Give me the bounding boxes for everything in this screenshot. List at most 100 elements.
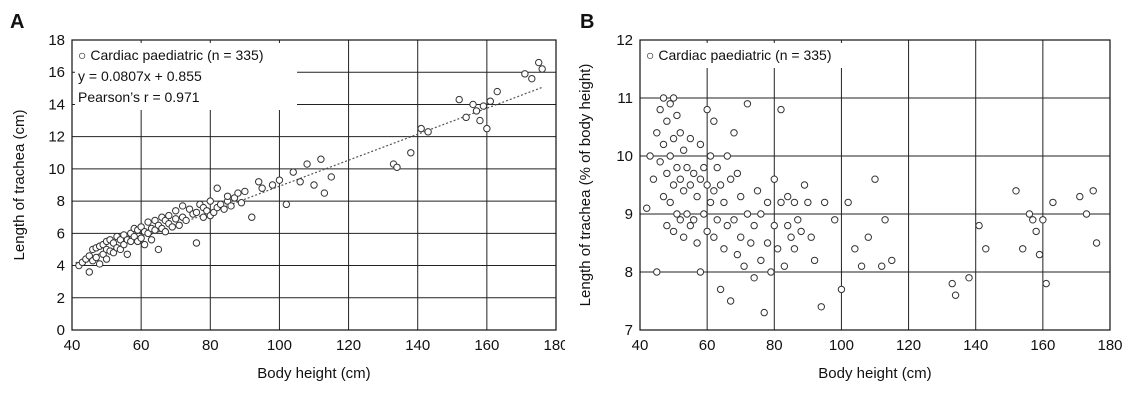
data-points — [643, 94, 1101, 317]
data-point — [737, 233, 745, 241]
data-point — [653, 268, 661, 276]
data-point — [172, 207, 180, 215]
data-point — [690, 169, 698, 178]
data-point — [975, 221, 983, 230]
data-point — [109, 239, 118, 247]
y-tick-label: 10 — [616, 148, 633, 165]
data-point — [275, 176, 284, 184]
x-tick-label: 160 — [474, 337, 499, 354]
data-point — [1025, 210, 1034, 218]
data-point — [199, 213, 208, 221]
data-point — [710, 233, 718, 241]
data-point — [710, 187, 718, 195]
data-point — [679, 233, 688, 241]
y-tick-label: 0 — [57, 322, 65, 339]
data-point — [407, 149, 415, 157]
data-point — [797, 227, 805, 236]
data-point — [102, 255, 111, 263]
data-point — [92, 253, 100, 262]
data-point — [210, 208, 218, 217]
data-point — [703, 227, 711, 236]
y-tick-label: 12 — [616, 32, 633, 49]
data-point — [784, 192, 792, 201]
data-point — [713, 216, 721, 224]
data-point — [763, 198, 772, 207]
panel-b: 40 60 80 100 120 140 160 180 7 8 9 10 11 12 Body heigh… — [568, 0, 1135, 394]
data-point — [646, 152, 654, 160]
chart-a: 40 60 80 100 120 140 160 180 0 2 4 6 8 10 12 14 16 18 Body… — [10, 11, 565, 382]
data-point — [130, 232, 138, 241]
data-point — [804, 198, 812, 207]
data-point — [817, 303, 825, 311]
data-point — [733, 250, 742, 259]
data-point — [679, 187, 688, 195]
data-point — [178, 202, 187, 210]
data-point — [713, 163, 721, 172]
data-point — [99, 250, 107, 258]
data-point — [254, 178, 263, 186]
data-point — [750, 274, 758, 282]
data-point — [320, 189, 329, 197]
data-point — [1082, 210, 1091, 218]
data-point — [1092, 239, 1101, 247]
data-point — [726, 297, 735, 305]
data-point — [144, 229, 152, 238]
x-tick-label: 100 — [267, 337, 292, 354]
data-point — [165, 211, 173, 220]
data-point — [770, 175, 778, 183]
data-point — [696, 175, 705, 183]
data-point — [417, 124, 425, 133]
data-point — [151, 216, 159, 225]
y-tick-label: 8 — [625, 264, 633, 281]
data-point — [1042, 279, 1050, 288]
data-point — [1032, 227, 1040, 236]
x-tick-label: 100 — [829, 337, 854, 354]
data-point — [686, 221, 695, 230]
data-point — [268, 181, 277, 189]
data-point — [521, 70, 529, 78]
x-tick-label: 120 — [336, 337, 361, 354]
x-tick-label: 60 — [699, 337, 716, 354]
data-point — [743, 210, 752, 218]
data-point — [289, 168, 297, 176]
data-point — [951, 291, 960, 299]
x-tick-label: 40 — [632, 337, 649, 354]
y-tick-label: 10 — [48, 161, 65, 178]
data-point — [656, 158, 664, 166]
data-point — [538, 65, 546, 73]
data-point — [1049, 198, 1057, 207]
y-tick-label: 8 — [57, 193, 65, 210]
y-tick-label: 12 — [48, 129, 65, 146]
panel-label: A — [10, 11, 24, 33]
data-point — [851, 245, 859, 253]
data-point — [864, 233, 872, 241]
data-point — [720, 245, 728, 253]
data-point — [666, 100, 674, 108]
x-tick-label: 80 — [766, 337, 783, 354]
data-point — [216, 200, 225, 209]
data-point — [693, 192, 701, 201]
trend-line — [75, 86, 543, 264]
data-point — [743, 100, 752, 108]
data-point — [424, 128, 432, 136]
data-point — [730, 129, 738, 137]
data-point — [1076, 192, 1084, 201]
data-point — [483, 124, 491, 133]
data-point — [127, 237, 135, 246]
data-point — [831, 216, 839, 224]
x-tick-label: 180 — [543, 337, 565, 354]
data-point — [147, 236, 156, 244]
data-point — [676, 216, 684, 224]
y-tick-label: 4 — [57, 258, 65, 275]
data-point — [696, 140, 705, 149]
x-tick-label: 140 — [963, 337, 988, 354]
y-axis-label: Length of trachea (% of body height) — [577, 64, 594, 307]
data-point — [469, 100, 477, 109]
data-point — [720, 198, 728, 207]
x-tick-label: 80 — [202, 337, 219, 354]
annotation-text: Pearson’s r = 0.971 — [78, 89, 200, 105]
data-point — [192, 239, 201, 247]
data-point — [676, 175, 684, 183]
data-point — [479, 102, 488, 110]
data-point — [706, 152, 715, 160]
